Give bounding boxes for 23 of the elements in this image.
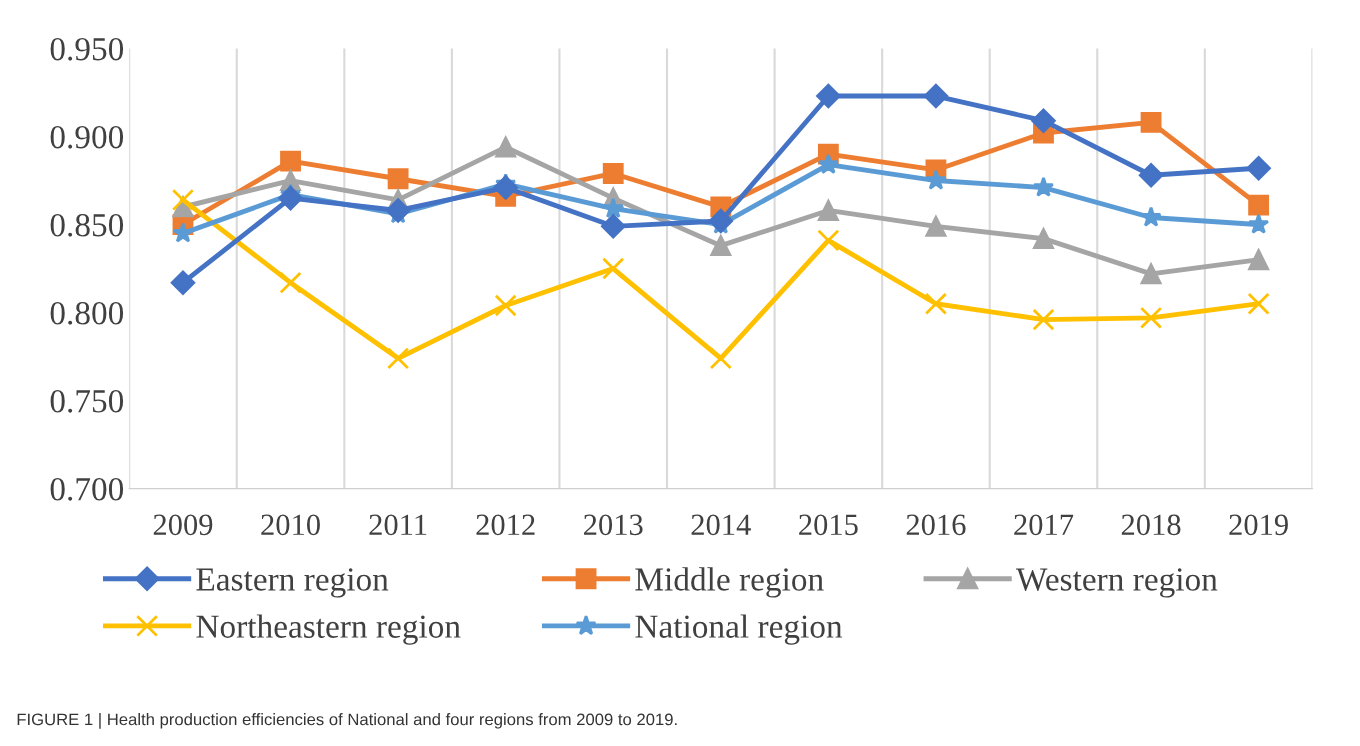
caption: FIGURE 1 | Health production efficiencies of National and four regions from 2009 to 2019. [17,713,677,729]
x-tick-label: 2015 [799,514,858,536]
y-tick-label: 0.900 [50,125,124,149]
x-tick-label: 2014 [691,514,751,536]
legend-label: National region [635,614,843,645]
y-tick-label: 0.850 [50,213,124,237]
x-tick-label: 2019 [1229,514,1288,536]
x-tick-label: 2016 [906,514,966,536]
x-tick-label: 2018 [1121,514,1181,536]
legend-label: Middle region [635,567,824,598]
y-tick-label: 0.700 [50,478,124,501]
x-tick-label: 2011 [369,514,427,536]
legend-label: Western region [1016,568,1218,598]
x-tick-label: 2013 [584,514,643,536]
y-tick-label: 0.950 [50,37,124,61]
y-tick-label: 0.750 [50,390,124,413]
x-tick-label: 2009 [153,514,213,536]
x-tick-label: 2010 [261,514,320,536]
x-tick-label: 2017 [1014,514,1074,536]
legend-label: Eastern region [196,568,389,598]
y-tick-label: 0.800 [50,301,124,325]
x-tick-label: 2012 [476,514,535,536]
legend-label: Northeastern region [196,614,461,645]
